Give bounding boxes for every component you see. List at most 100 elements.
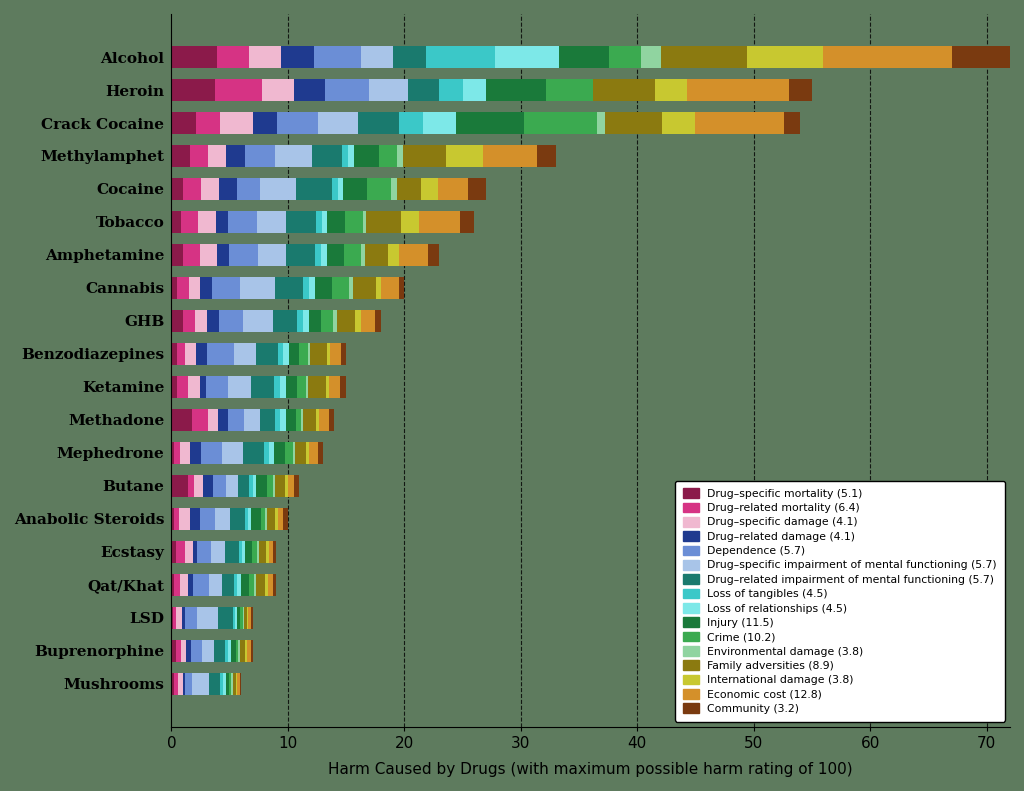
Bar <box>252 541 257 562</box>
Bar <box>256 343 278 365</box>
Bar <box>228 377 251 398</box>
Bar <box>308 377 326 398</box>
Bar <box>207 343 234 365</box>
Bar <box>189 146 208 167</box>
Bar <box>239 541 242 562</box>
Bar <box>193 409 208 430</box>
Bar <box>399 112 423 134</box>
Bar <box>275 409 281 430</box>
Bar <box>315 211 322 233</box>
Bar <box>332 277 349 299</box>
Bar <box>439 79 463 100</box>
Bar <box>303 409 315 430</box>
Bar <box>208 146 226 167</box>
Bar <box>393 47 426 68</box>
Bar <box>236 607 238 629</box>
Bar <box>221 574 234 596</box>
Bar <box>228 640 230 661</box>
Bar <box>281 409 286 430</box>
Bar <box>244 607 247 629</box>
Bar <box>399 244 428 266</box>
Bar <box>198 541 211 562</box>
Bar <box>174 673 178 694</box>
Bar <box>249 508 251 530</box>
Bar <box>220 673 223 694</box>
Bar <box>345 211 362 233</box>
Bar <box>199 211 216 233</box>
Bar <box>171 409 193 430</box>
Bar <box>397 178 421 199</box>
Bar <box>214 640 225 661</box>
Bar <box>460 211 474 233</box>
Bar <box>246 508 249 530</box>
Bar <box>171 574 174 596</box>
Bar <box>609 47 641 68</box>
Bar <box>171 475 188 497</box>
Bar <box>952 47 1010 68</box>
Bar <box>264 574 268 596</box>
Bar <box>171 146 189 167</box>
Bar <box>273 475 275 497</box>
Bar <box>234 343 256 365</box>
Bar <box>391 178 397 199</box>
Bar <box>381 277 398 299</box>
Bar <box>325 79 369 100</box>
Bar <box>200 277 212 299</box>
Bar <box>218 409 228 430</box>
Bar <box>687 79 788 100</box>
Bar <box>268 541 273 562</box>
Bar <box>332 178 338 199</box>
Bar <box>287 211 315 233</box>
Bar <box>200 244 217 266</box>
Bar <box>318 409 330 430</box>
Bar <box>403 146 445 167</box>
Bar <box>274 442 285 464</box>
Bar <box>321 244 327 266</box>
Bar <box>275 475 285 497</box>
Bar <box>352 277 376 299</box>
Bar <box>185 343 197 365</box>
Bar <box>367 211 401 233</box>
Bar <box>207 310 219 331</box>
Bar <box>310 343 327 365</box>
Bar <box>315 244 321 266</box>
Bar <box>327 244 344 266</box>
Bar <box>538 146 556 167</box>
Bar <box>338 178 343 199</box>
Bar <box>171 607 173 629</box>
Bar <box>286 377 297 398</box>
Bar <box>387 244 399 266</box>
Bar <box>289 343 299 365</box>
Bar <box>197 343 207 365</box>
Bar <box>244 409 260 430</box>
Bar <box>301 409 303 430</box>
Bar <box>694 112 784 134</box>
Bar <box>174 508 179 530</box>
Bar <box>313 47 361 68</box>
Bar <box>188 574 194 596</box>
Bar <box>317 112 358 134</box>
Bar <box>209 673 220 694</box>
Bar <box>215 508 230 530</box>
Bar <box>241 574 249 596</box>
Bar <box>188 277 200 299</box>
Bar <box>294 475 299 497</box>
Bar <box>241 277 274 299</box>
Bar <box>226 146 245 167</box>
Bar <box>204 475 213 497</box>
Bar <box>171 79 215 100</box>
Bar <box>267 475 273 497</box>
Bar <box>348 146 354 167</box>
Bar <box>180 574 188 596</box>
Bar <box>241 640 245 661</box>
Bar <box>283 508 288 530</box>
Bar <box>273 574 276 596</box>
Bar <box>306 442 309 464</box>
Bar <box>463 79 486 100</box>
Bar <box>234 574 238 596</box>
Bar <box>360 310 375 331</box>
Bar <box>361 47 393 68</box>
Bar <box>273 541 276 562</box>
Bar <box>171 541 176 562</box>
Bar <box>663 112 694 134</box>
